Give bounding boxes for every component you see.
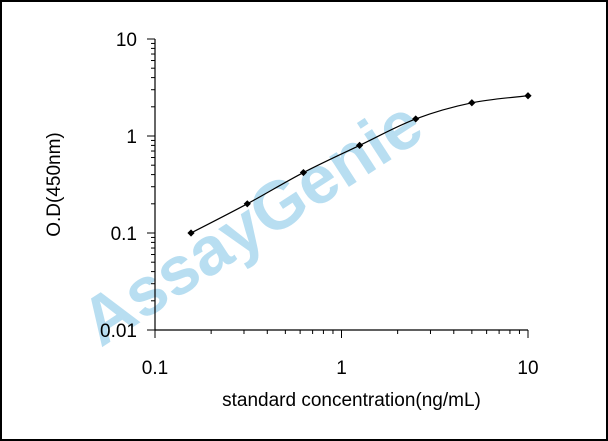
data-point-marker (243, 200, 251, 208)
y-axis-title: O.D(450nm) (44, 132, 65, 237)
data-point-marker (524, 92, 532, 100)
y-tick-label: 0.01 (100, 321, 137, 342)
data-point-marker (187, 229, 195, 237)
data-point-marker (412, 115, 420, 123)
x-axis-title: standard concentration(ng/mL) (222, 390, 481, 411)
data-point-marker (468, 99, 476, 107)
watermark-layer: AssayGenie (68, 85, 436, 361)
data-point-marker (299, 168, 308, 177)
y-tick-label: 1 (126, 127, 137, 148)
y-tick-label: 0.1 (111, 224, 137, 245)
series-layer (187, 92, 532, 237)
x-tick-label: 0.1 (142, 358, 168, 379)
x-tick-label: 10 (517, 358, 538, 379)
axes-layer (147, 38, 529, 338)
data-point-marker (355, 141, 364, 150)
x-tick-label: 1 (336, 358, 347, 379)
watermark-text: AssayGenie (68, 85, 436, 361)
y-tick-label: 10 (116, 30, 137, 51)
